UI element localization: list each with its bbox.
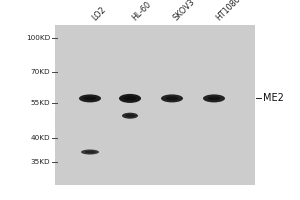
Ellipse shape xyxy=(119,94,141,103)
Text: ME2: ME2 xyxy=(263,93,284,103)
Ellipse shape xyxy=(165,96,178,100)
Text: SKOV3: SKOV3 xyxy=(172,0,197,22)
Ellipse shape xyxy=(85,151,95,153)
Text: 35KD: 35KD xyxy=(30,159,50,165)
Ellipse shape xyxy=(123,96,136,101)
Text: 40KD: 40KD xyxy=(30,135,50,141)
Ellipse shape xyxy=(81,150,99,155)
Ellipse shape xyxy=(203,94,225,102)
Ellipse shape xyxy=(161,94,183,102)
Bar xyxy=(55,25,255,185)
Ellipse shape xyxy=(125,114,135,117)
Ellipse shape xyxy=(122,113,138,119)
Ellipse shape xyxy=(83,96,97,100)
Text: 100KD: 100KD xyxy=(26,35,50,41)
Text: HT1080: HT1080 xyxy=(214,0,242,22)
Ellipse shape xyxy=(79,94,101,102)
Text: 70KD: 70KD xyxy=(30,69,50,75)
Ellipse shape xyxy=(207,96,220,100)
Text: 55KD: 55KD xyxy=(30,100,50,106)
Text: HL-60: HL-60 xyxy=(130,0,153,22)
Text: LO2: LO2 xyxy=(90,5,107,22)
